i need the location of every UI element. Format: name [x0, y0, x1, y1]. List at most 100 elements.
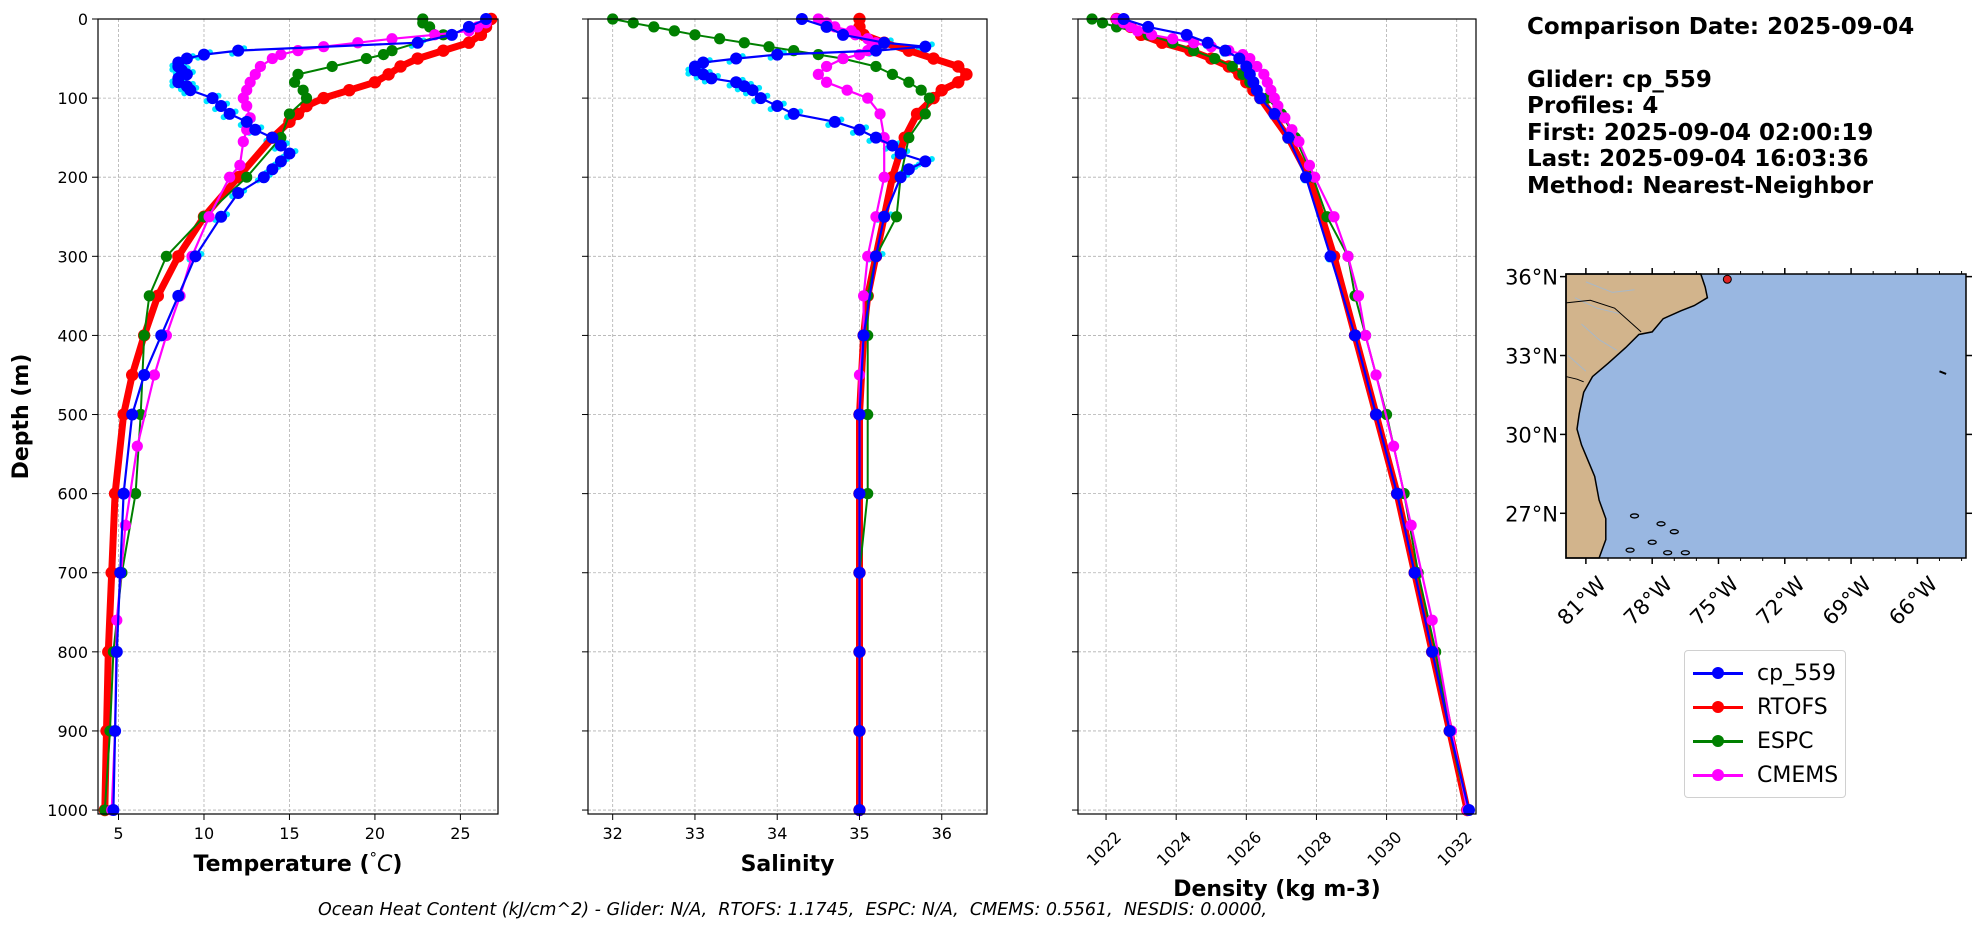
- x-axis-label: Density (kg m-3): [1173, 877, 1381, 902]
- x-tick-label: 1022: [1083, 828, 1125, 870]
- profile-panel-1: 0 100 200 300 400 500 600 700 800 900 1000 5 10 15 20 2…: [9, 10, 499, 877]
- x-tick-label: 10: [194, 824, 214, 843]
- legend-swatch: [1693, 734, 1743, 747]
- data-point: [853, 487, 866, 500]
- lon-tick-label: 75°W: [1685, 572, 1743, 630]
- data-point: [878, 36, 891, 49]
- data-point: [189, 250, 202, 263]
- island: [1629, 513, 1640, 519]
- legend-item-espc: ESPC: [1693, 726, 1814, 756]
- data-point: [274, 139, 287, 152]
- data-point: [117, 408, 130, 421]
- island: [1669, 529, 1679, 535]
- y-tick-label: 400: [57, 326, 88, 345]
- data-point: [1209, 52, 1221, 65]
- x-tick-label: 32: [603, 824, 623, 843]
- data-point: [857, 290, 870, 302]
- data-point: [771, 48, 784, 61]
- data-point: [853, 724, 866, 737]
- data-point: [1251, 60, 1263, 73]
- state-border: [1565, 299, 1642, 333]
- data-point: [151, 289, 165, 303]
- x-axis-label-part: ): [392, 852, 402, 877]
- data-point: [411, 36, 424, 49]
- data-point: [935, 83, 948, 97]
- data-point: [1293, 136, 1305, 148]
- bermuda: [1939, 370, 1947, 375]
- lon-tick-label: 72°W: [1752, 572, 1810, 630]
- island: [1663, 550, 1673, 556]
- y-tick-label: 300: [57, 247, 88, 266]
- data-point: [668, 25, 680, 37]
- data-point: [1268, 107, 1281, 120]
- data-point: [1299, 171, 1312, 184]
- data-point: [266, 131, 279, 144]
- river: [1585, 281, 1635, 293]
- data-point: [1167, 33, 1179, 45]
- data-point: [878, 171, 890, 183]
- data-point: [223, 107, 236, 120]
- profile-panel-3: 1022 1024 1026 1028 1030 1032 Density (kg m-3): [1072, 12, 1477, 902]
- data-point: [138, 368, 151, 381]
- data-point: [275, 48, 287, 61]
- data-point: [853, 408, 866, 421]
- data-point: [257, 171, 270, 184]
- data-point: [919, 40, 932, 53]
- data-point: [952, 60, 965, 73]
- y-tick-label: 200: [57, 168, 88, 187]
- data-point: [886, 68, 898, 80]
- legend-swatch: [1693, 768, 1743, 781]
- river: [1567, 355, 1587, 372]
- data-point: [224, 171, 236, 183]
- data-point: [1328, 211, 1340, 223]
- data-point: [870, 60, 882, 73]
- legend-label: RTOFS: [1757, 694, 1828, 720]
- data-point: [894, 171, 907, 184]
- data-point: [125, 368, 139, 382]
- data-point: [445, 28, 458, 41]
- data-point: [114, 566, 127, 579]
- data-point: [343, 83, 356, 97]
- profile-panels: 0 100 200 300 400 500 600 700 800 900 1000 5 10 15 20 2…: [9, 10, 1477, 902]
- axes-frame: [587, 18, 988, 815]
- comparison-date: Comparison Date: 2025-09-04: [1527, 14, 1915, 40]
- island: [1647, 539, 1657, 545]
- data-point: [730, 52, 743, 65]
- data-point: [1279, 112, 1291, 124]
- y-tick-label: 700: [57, 564, 88, 583]
- data-point: [1405, 519, 1417, 531]
- x-axis-label-part: C: [377, 852, 393, 877]
- data-point: [274, 155, 287, 168]
- glider-location-marker: [1722, 274, 1732, 284]
- data-point: [254, 60, 266, 73]
- data-point: [184, 84, 197, 97]
- data-point: [862, 92, 874, 104]
- data-point: [915, 84, 927, 96]
- land-area: [1565, 273, 1709, 559]
- data-point: [1132, 25, 1144, 37]
- x-tick-label: 5: [113, 824, 123, 843]
- data-point: [869, 131, 882, 144]
- data-point: [424, 21, 436, 33]
- data-point: [919, 155, 932, 168]
- data-point: [648, 21, 660, 33]
- data-point: [352, 37, 364, 49]
- x-tick-label: 1032: [1433, 828, 1475, 870]
- data-point: [130, 488, 142, 500]
- data-point: [927, 52, 940, 65]
- data-point: [1188, 45, 1200, 57]
- data-point: [1282, 131, 1295, 144]
- data-point: [283, 147, 296, 160]
- data-point: [283, 108, 296, 120]
- legend-label: ESPC: [1757, 728, 1814, 754]
- legend-label: CMEMS: [1757, 762, 1839, 788]
- data-point: [689, 29, 701, 41]
- data-point: [1426, 645, 1439, 658]
- data-point: [108, 487, 122, 500]
- data-point: [812, 68, 824, 80]
- data-point: [960, 68, 973, 81]
- profile-panel-2: 32 33 34 35 36 Salinity: [582, 12, 988, 877]
- data-point: [874, 108, 886, 120]
- data-point: [266, 163, 279, 176]
- data-point: [952, 76, 965, 89]
